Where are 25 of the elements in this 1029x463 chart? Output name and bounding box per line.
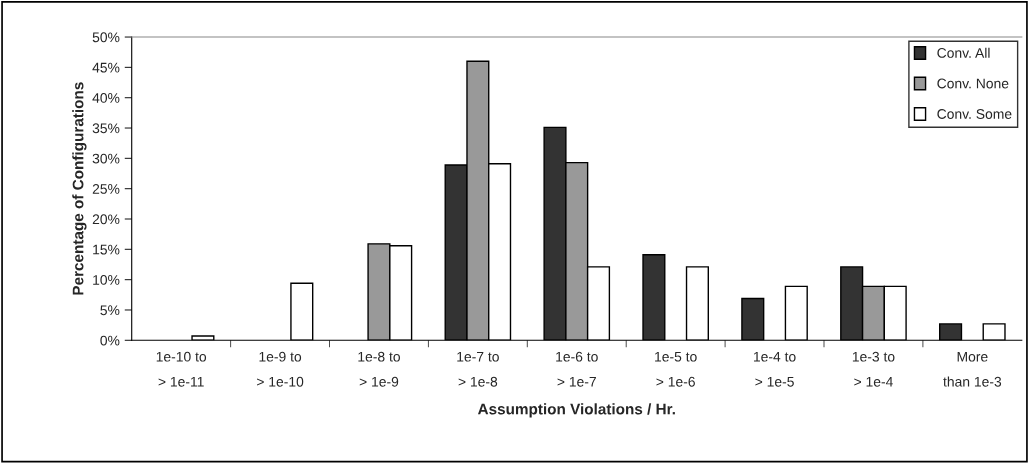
y-tick-label: 40% bbox=[92, 93, 120, 103]
y-tick-label: 25% bbox=[92, 184, 120, 194]
legend-label: Conv. None bbox=[937, 78, 1009, 89]
x-tick-label: 1e-8 to > 1e-9 bbox=[358, 351, 400, 387]
x-tick-label: More than 1e-3 bbox=[943, 351, 1002, 387]
x-tick-label: 1e-7 to > 1e-8 bbox=[457, 351, 499, 387]
y-tick-label: 15% bbox=[93, 244, 120, 255]
y-tick-label: 0% bbox=[100, 335, 120, 346]
y-tick-label: 35% bbox=[92, 123, 120, 134]
y-axis-title: Percentage of Configurations bbox=[72, 82, 87, 295]
y-tick-label: 20% bbox=[92, 214, 120, 225]
legend-label: Conv. Some bbox=[937, 109, 1012, 119]
y-tick-label: 10% bbox=[93, 274, 120, 285]
y-tick-label: 50% bbox=[92, 32, 120, 43]
y-tick-label: 30% bbox=[92, 153, 120, 164]
x-tick-label: 1e-6 to > 1e-7 bbox=[556, 351, 598, 387]
y-tick-label: 5% bbox=[100, 305, 120, 316]
x-tick-label: 1e-10 to > 1e-11 bbox=[156, 351, 207, 387]
x-axis-title: Assumption Violations / Hr. bbox=[477, 403, 675, 418]
x-tick-label: 1e-5 to > 1e-6 bbox=[655, 351, 697, 387]
x-tick-label: 1e-3 to > 1e-4 bbox=[852, 351, 895, 387]
x-tick-label: 1e-9 to > 1e-10 bbox=[257, 351, 304, 387]
y-tick-label: 45% bbox=[92, 62, 120, 73]
legend-label: Conv. All bbox=[937, 47, 990, 58]
x-tick-label: 1e-4 to > 1e-5 bbox=[753, 351, 796, 387]
